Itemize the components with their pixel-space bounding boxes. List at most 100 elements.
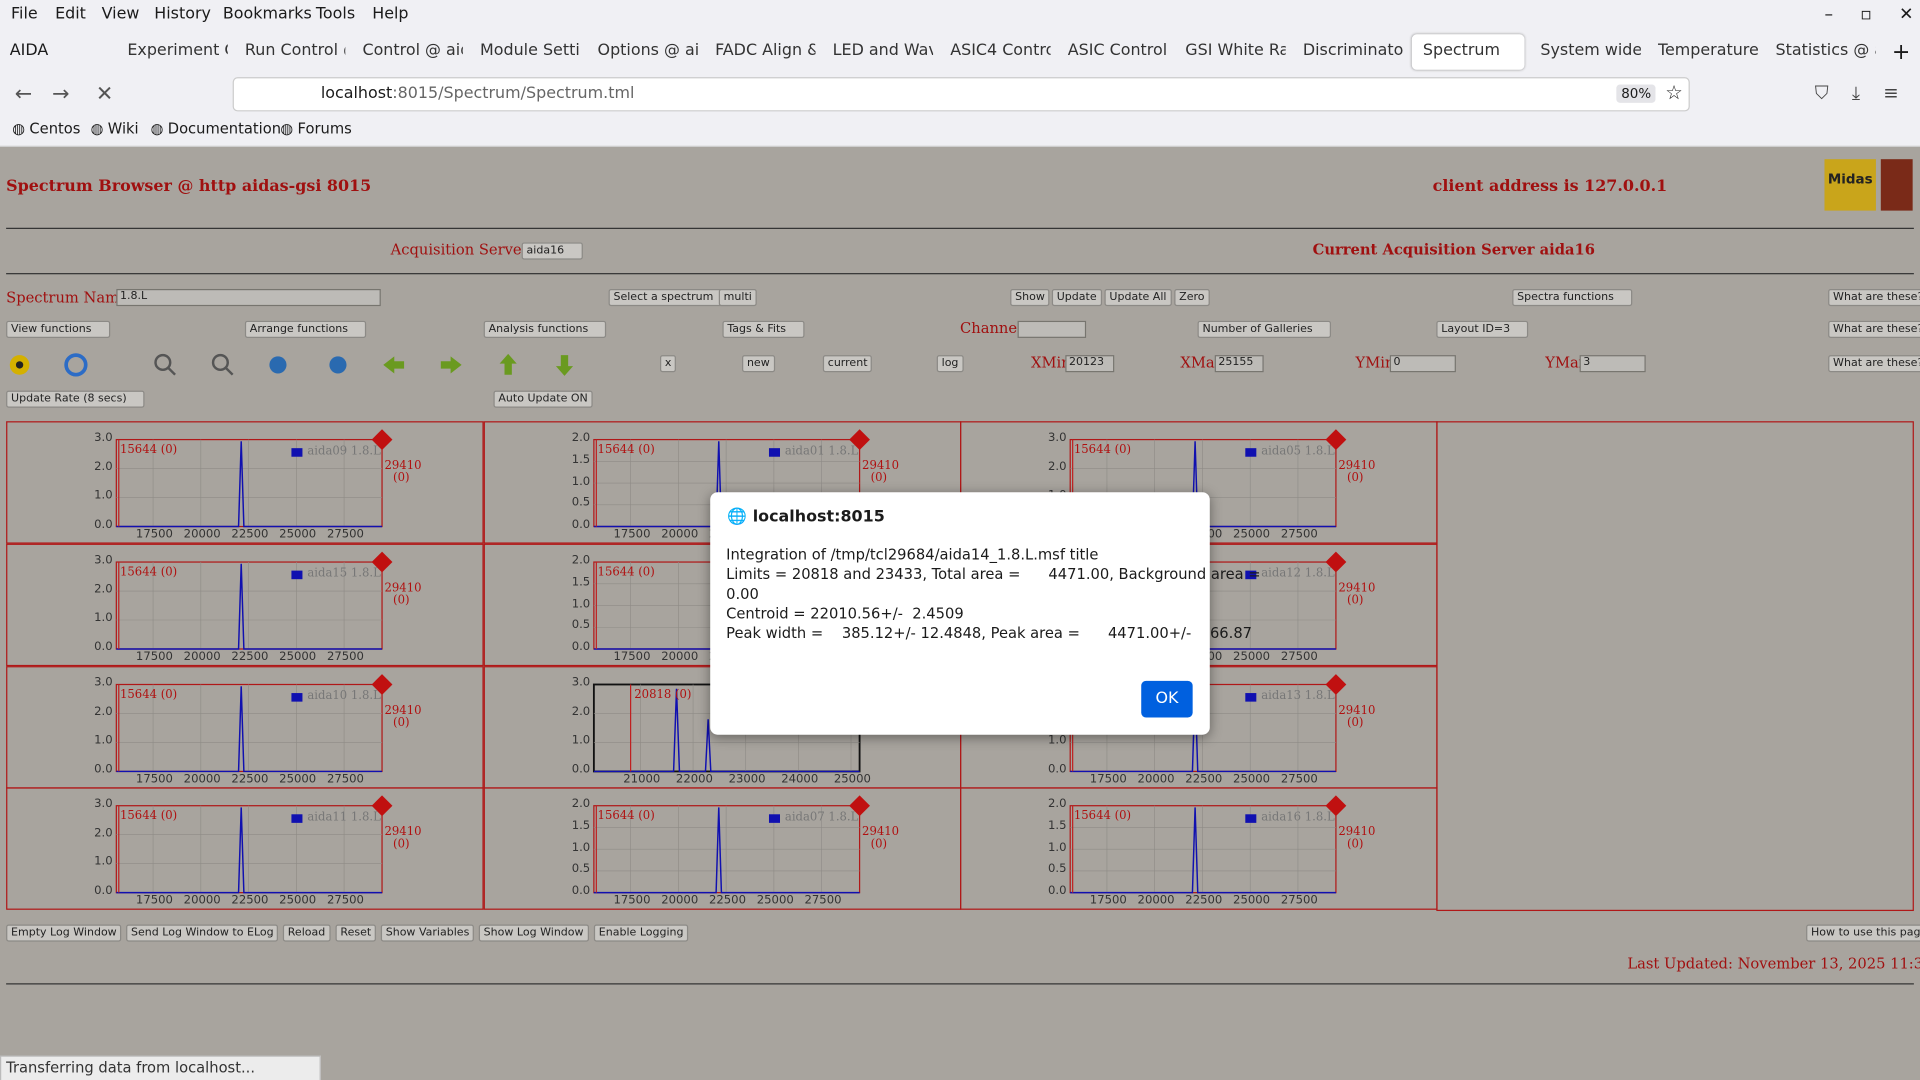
- x-tick-label: 17500: [135, 650, 173, 664]
- help-button[interactable]: What are these?: [1828, 288, 1920, 307]
- tab[interactable]: Temperature a: [1657, 41, 1759, 61]
- plot: [115, 795, 393, 894]
- tool-icons[interactable]: [0, 348, 588, 382]
- multi-button[interactable]: multi: [718, 288, 757, 307]
- acq-select[interactable]: aida16: [521, 242, 583, 260]
- ok-button[interactable]: OK: [1141, 680, 1193, 718]
- zoom-level[interactable]: 80%: [1616, 84, 1657, 103]
- x-tick-label: 25000: [279, 527, 317, 542]
- action-button[interactable]: Zero: [1174, 288, 1210, 307]
- bookmark[interactable]: Forums: [297, 120, 352, 138]
- help-button[interactable]: What are these?: [1828, 320, 1920, 338]
- nav-buttons[interactable]: ← → ✕: [14, 82, 114, 107]
- help-button[interactable]: What are these?: [1828, 355, 1920, 373]
- tool-button[interactable]: x: [660, 355, 677, 373]
- tab[interactable]: GSI White Rab: [1185, 41, 1285, 61]
- right-marker: 29410: [1338, 459, 1376, 473]
- range-input[interactable]: 0: [1389, 355, 1456, 373]
- window-controls[interactable]: – ▫ ✕: [1824, 4, 1914, 25]
- layout-select[interactable]: Layout ID=3: [1436, 320, 1529, 338]
- tool-button[interactable]: new: [742, 355, 775, 373]
- x-tick-label: 17500: [135, 772, 173, 787]
- tab[interactable]: ASIC Control @: [1067, 41, 1168, 61]
- tool-button[interactable]: log: [936, 355, 964, 373]
- legend-swatch: [291, 570, 303, 580]
- tab[interactable]: Run Control @: [244, 41, 345, 61]
- menu-item[interactable]: File: [11, 4, 38, 24]
- tab[interactable]: LED and Wave: [832, 41, 933, 61]
- menu-item[interactable]: View: [101, 4, 140, 24]
- new-tab[interactable]: +: [1891, 39, 1911, 65]
- menu-item[interactable]: History: [154, 4, 211, 24]
- x-tick-label: 20000: [183, 893, 221, 908]
- log-button[interactable]: Show Variables: [380, 924, 475, 942]
- action-button[interactable]: Update All: [1104, 288, 1172, 307]
- tab[interactable]: FADC Align &: [715, 41, 816, 61]
- legend-swatch: [1245, 448, 1257, 457]
- x-tick-label: 25000: [1233, 893, 1271, 908]
- tab[interactable]: Options @ aid: [597, 41, 698, 61]
- tab[interactable]: Experiment Co: [127, 41, 227, 61]
- right-marker: 29410: [384, 825, 422, 839]
- spectrum-select[interactable]: Select a spectrum: [608, 288, 732, 307]
- spectra-functions[interactable]: Spectra functions: [1512, 288, 1633, 307]
- plot: [1069, 795, 1347, 894]
- active-tab[interactable]: [1411, 34, 1525, 70]
- range-label: YMin: [1355, 353, 1395, 372]
- log-button[interactable]: Empty Log Window: [6, 924, 122, 942]
- bookmark-icon: ◍: [280, 120, 294, 138]
- auto-update[interactable]: Auto Update ON: [493, 390, 593, 408]
- menu-item[interactable]: Edit: [55, 4, 86, 24]
- range-input[interactable]: 25155: [1214, 355, 1264, 373]
- channel-input[interactable]: [1017, 320, 1087, 338]
- spectrum-name-label: Spectrum Name:: [6, 288, 133, 307]
- x-tick-label: 25000: [1233, 650, 1271, 664]
- range-input[interactable]: 20123: [1065, 355, 1115, 373]
- plot: [115, 551, 393, 650]
- menu-item[interactable]: Help: [372, 4, 409, 24]
- x-tick-label: 17500: [613, 650, 651, 664]
- y-tick-label: 2.0: [571, 431, 591, 445]
- dialog-title: localhost:8015: [752, 508, 885, 527]
- menu-item[interactable]: Tools: [315, 4, 356, 24]
- log-button[interactable]: Reload: [282, 924, 331, 942]
- galleries-select[interactable]: Number of Galleries: [1197, 320, 1332, 338]
- bookmark[interactable]: Documentation: [167, 120, 282, 138]
- star[interactable]: ☆: [1665, 80, 1683, 105]
- log-button[interactable]: Reset: [335, 924, 377, 942]
- howto-button[interactable]: How to use this page: [1806, 924, 1920, 942]
- tab[interactable]: Discriminator: [1302, 41, 1404, 61]
- x-tick-label: 20000: [183, 650, 221, 664]
- y-tick-label: 1.0: [571, 474, 591, 488]
- legend-label: aida11 1.8.L: [307, 810, 381, 825]
- y-tick-label: 2.0: [1048, 797, 1067, 811]
- update-rate[interactable]: Update Rate (8 secs): [6, 390, 146, 408]
- tab[interactable]: AIDA: [9, 41, 49, 61]
- log-button[interactable]: Show Log Window: [478, 924, 589, 942]
- log-button[interactable]: Enable Logging: [593, 924, 689, 942]
- tab[interactable]: Control @ aida: [362, 41, 462, 61]
- tab[interactable]: ASIC4 Control: [950, 41, 1051, 61]
- url-bar[interactable]: [232, 77, 1690, 112]
- log-button[interactable]: Send Log Window to ELog: [126, 924, 279, 942]
- spectrum-trace: [116, 563, 383, 650]
- tab[interactable]: Module Setting: [480, 41, 580, 61]
- function-select[interactable]: Tags & Fits: [722, 320, 805, 338]
- range-input[interactable]: 3: [1579, 355, 1646, 373]
- spectrum-name-input[interactable]: 1.8.L: [116, 288, 381, 307]
- function-select[interactable]: Analysis functions: [483, 320, 607, 338]
- menu-item[interactable]: Bookmarks: [222, 4, 312, 24]
- action-button[interactable]: Update: [1051, 288, 1102, 307]
- tab[interactable]: Spectrum: [1422, 41, 1501, 61]
- plot: [115, 429, 393, 528]
- toolbar-icons[interactable]: ⛉ ⤓ ≡: [1814, 82, 1899, 105]
- bookmark[interactable]: Wiki: [107, 120, 139, 138]
- tab[interactable]: System wide C: [1540, 41, 1641, 61]
- tab[interactable]: Statistics @ ai: [1775, 41, 1876, 61]
- tool-button[interactable]: current: [822, 355, 873, 373]
- function-select[interactable]: View functions: [6, 320, 110, 338]
- action-button[interactable]: Show: [1010, 288, 1050, 307]
- bookmark[interactable]: Centos: [29, 120, 81, 138]
- function-select[interactable]: Arrange functions: [244, 320, 367, 338]
